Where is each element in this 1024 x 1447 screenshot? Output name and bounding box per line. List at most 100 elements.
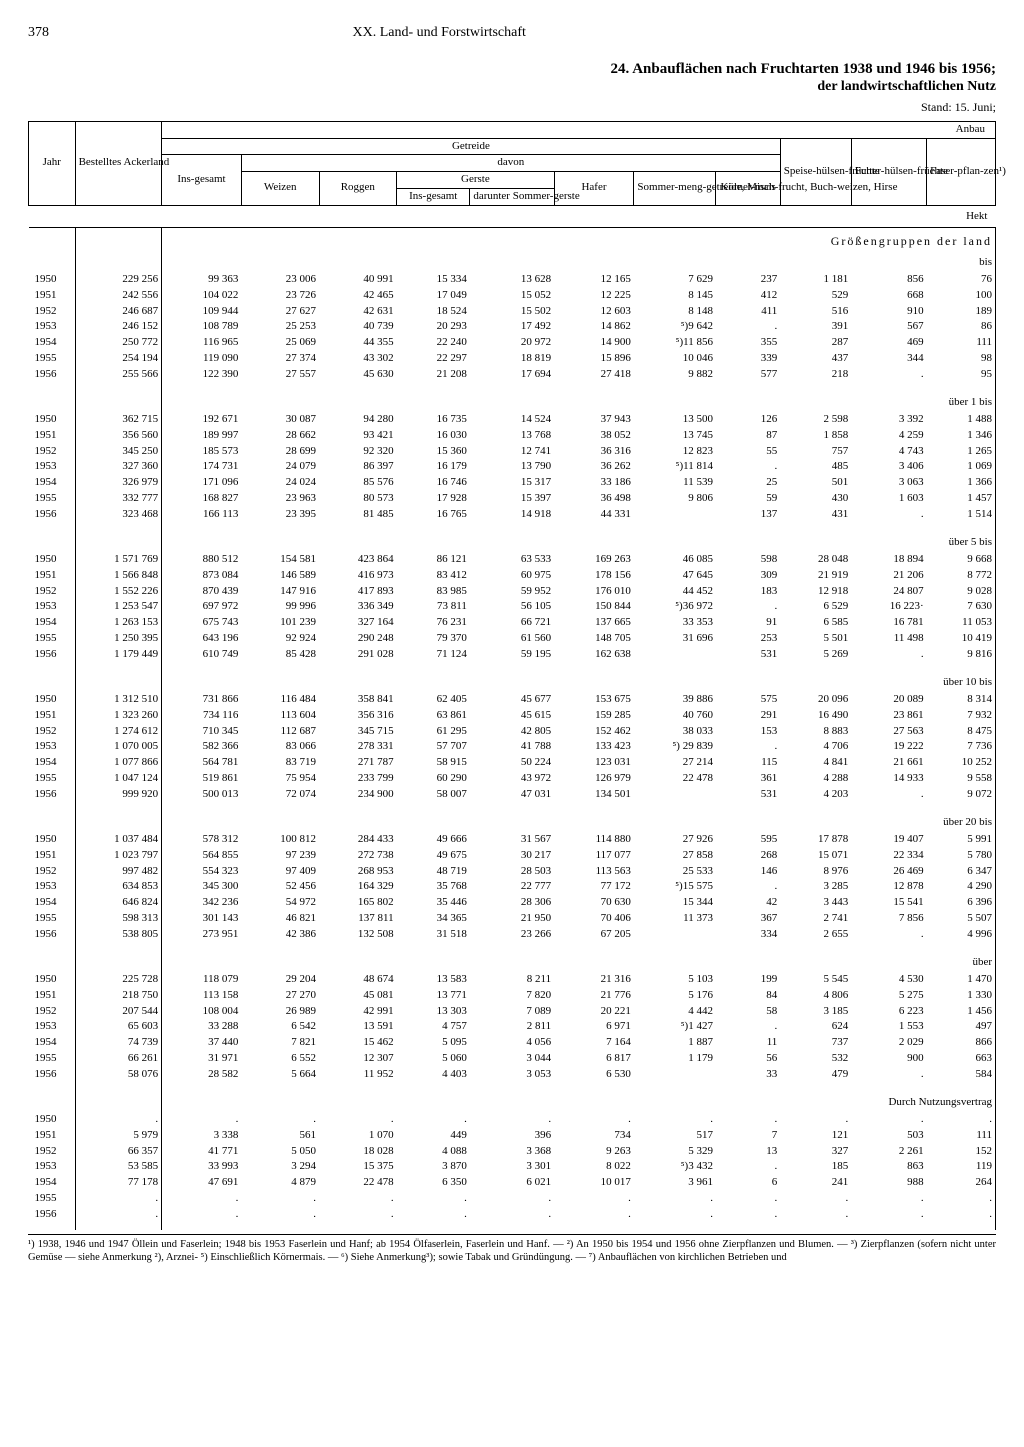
data-cell: 1 366 bbox=[927, 475, 996, 491]
data-cell: 643 196 bbox=[162, 631, 242, 647]
data-cell: 30 217 bbox=[470, 848, 554, 864]
data-cell: 37 943 bbox=[554, 412, 634, 428]
col-gerste-ins: Ins-gesamt bbox=[397, 188, 470, 205]
data-cell: 710 345 bbox=[162, 724, 242, 740]
data-cell: 7 856 bbox=[851, 911, 926, 927]
data-cell: 83 066 bbox=[241, 739, 319, 755]
data-cell: 3 285 bbox=[780, 879, 851, 895]
data-cell: 46 821 bbox=[241, 911, 319, 927]
table-row: 19531 070 005582 36683 066278 33157 7074… bbox=[29, 739, 996, 755]
data-cell: 15 375 bbox=[319, 1159, 397, 1175]
data-cell: 67 205 bbox=[554, 927, 634, 943]
data-cell: 326 979 bbox=[75, 475, 162, 491]
data-cell: 356 316 bbox=[319, 708, 397, 724]
data-cell: ⁵)3 432 bbox=[634, 1159, 716, 1175]
data-cell: 7 089 bbox=[470, 1004, 554, 1020]
data-cell: 137 811 bbox=[319, 911, 397, 927]
group-label: über 1 bis bbox=[241, 390, 995, 412]
data-cell: 178 156 bbox=[554, 568, 634, 584]
data-cell: 4 088 bbox=[397, 1144, 470, 1160]
year-cell: 1955 bbox=[29, 1191, 76, 1207]
data-cell: 25 069 bbox=[241, 335, 319, 351]
data-cell: 112 687 bbox=[241, 724, 319, 740]
data-cell: 6 817 bbox=[554, 1051, 634, 1067]
data-cell: 870 439 bbox=[162, 584, 242, 600]
group-label-row: über 10 bis bbox=[29, 670, 996, 692]
col-koernermais: Körner-mais bbox=[716, 172, 780, 206]
data-cell: 36 498 bbox=[554, 491, 634, 507]
data-cell: 1 887 bbox=[634, 1035, 716, 1051]
data-cell: . bbox=[780, 1112, 851, 1128]
table-row: 19521 552 226870 439147 916417 89383 985… bbox=[29, 584, 996, 600]
data-cell: 1 274 612 bbox=[75, 724, 162, 740]
data-cell: 332 777 bbox=[75, 491, 162, 507]
data-cell: 42 631 bbox=[319, 304, 397, 320]
data-cell: 225 728 bbox=[75, 972, 162, 988]
data-cell: 21 776 bbox=[554, 988, 634, 1004]
data-cell: 60 290 bbox=[397, 771, 470, 787]
data-cell: 174 731 bbox=[162, 459, 242, 475]
data-cell: 564 855 bbox=[162, 848, 242, 864]
table-row: 19511 023 797564 85597 239272 73849 6753… bbox=[29, 848, 996, 864]
data-cell: 16 490 bbox=[780, 708, 851, 724]
data-cell: . bbox=[716, 1191, 780, 1207]
table-row: 1956538 805273 95142 386132 50831 51823 … bbox=[29, 927, 996, 943]
data-cell: 33 bbox=[716, 1067, 780, 1083]
data-cell: . bbox=[162, 1112, 242, 1128]
col-jahr: Jahr bbox=[29, 121, 76, 205]
data-cell: 185 573 bbox=[162, 444, 242, 460]
data-cell: 396 bbox=[470, 1128, 554, 1144]
data-cell: 3 301 bbox=[470, 1159, 554, 1175]
data-cell: 8 211 bbox=[470, 972, 554, 988]
data-cell: 5 275 bbox=[851, 988, 926, 1004]
table-row: 1953327 360174 73124 07986 39716 17913 7… bbox=[29, 459, 996, 475]
data-cell: 15 317 bbox=[470, 475, 554, 491]
table-subtitle: der landwirtschaftlichen Nutz bbox=[28, 78, 996, 96]
data-cell: 59 952 bbox=[470, 584, 554, 600]
data-cell: 23 861 bbox=[851, 708, 926, 724]
table-row: 1956323 468166 11323 39581 48516 76514 9… bbox=[29, 507, 996, 523]
data-cell: 134 501 bbox=[554, 787, 634, 803]
data-cell: . bbox=[319, 1112, 397, 1128]
data-cell: 38 052 bbox=[554, 428, 634, 444]
data-cell: 1 323 260 bbox=[75, 708, 162, 724]
data-cell: 17 492 bbox=[470, 319, 554, 335]
data-cell: 564 781 bbox=[162, 755, 242, 771]
year-cell: 1953 bbox=[29, 319, 76, 335]
group-label-row: über 20 bis bbox=[29, 810, 996, 832]
data-cell: 264 bbox=[927, 1175, 996, 1191]
data-cell: 1 552 226 bbox=[75, 584, 162, 600]
data-cell: 15 462 bbox=[319, 1035, 397, 1051]
data-cell: 16 179 bbox=[397, 459, 470, 475]
data-cell: 731 866 bbox=[162, 692, 242, 708]
data-cell: 10 017 bbox=[554, 1175, 634, 1191]
year-cell: 1951 bbox=[29, 288, 76, 304]
data-cell: 44 331 bbox=[554, 507, 634, 523]
year-cell: 1952 bbox=[29, 444, 76, 460]
year-cell: 1951 bbox=[29, 1128, 76, 1144]
data-cell: 84 bbox=[716, 988, 780, 1004]
data-cell: 253 bbox=[716, 631, 780, 647]
data-cell: 22 478 bbox=[634, 771, 716, 787]
data-cell: 30 087 bbox=[241, 412, 319, 428]
col-weizen: Weizen bbox=[241, 172, 319, 206]
data-cell: 10 252 bbox=[927, 755, 996, 771]
data-cell: 22 297 bbox=[397, 351, 470, 367]
data-cell: 5 095 bbox=[397, 1035, 470, 1051]
data-cell: 23 726 bbox=[241, 288, 319, 304]
data-cell: . bbox=[319, 1191, 397, 1207]
data-cell: 2 741 bbox=[780, 911, 851, 927]
data-cell: 61 560 bbox=[470, 631, 554, 647]
data-cell: 5 060 bbox=[397, 1051, 470, 1067]
data-cell: 12 741 bbox=[470, 444, 554, 460]
data-cell: 7 629 bbox=[634, 272, 716, 288]
table-row: 1955598 313301 14346 821137 81134 36521 … bbox=[29, 911, 996, 927]
table-row: 1951242 556104 02223 72642 46517 04915 0… bbox=[29, 288, 996, 304]
data-cell: 92 924 bbox=[241, 631, 319, 647]
data-cell: 13 303 bbox=[397, 1004, 470, 1020]
data-cell: 4 743 bbox=[851, 444, 926, 460]
data-cell: 183 bbox=[716, 584, 780, 600]
data-cell: 91 bbox=[716, 615, 780, 631]
data-cell: . bbox=[397, 1207, 470, 1223]
data-cell: 11 053 bbox=[927, 615, 996, 631]
